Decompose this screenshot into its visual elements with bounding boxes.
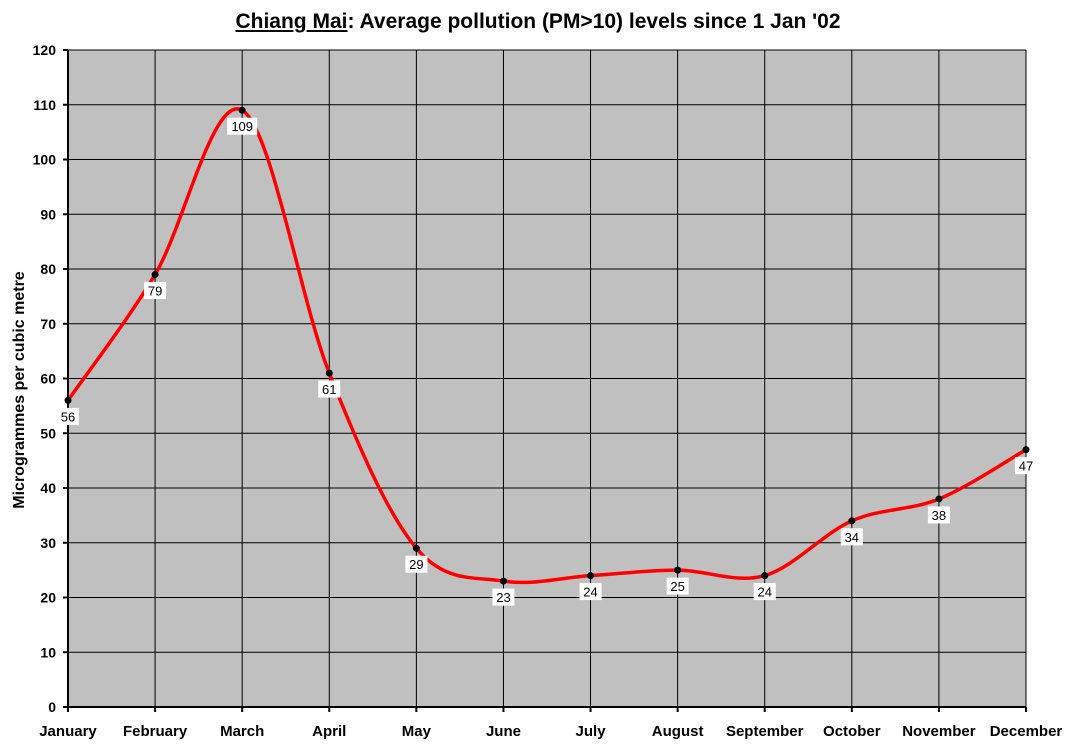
chart-title-place: Chiang Mai bbox=[235, 10, 348, 33]
data-label: 56 bbox=[57, 407, 79, 425]
x-axis-ticks: January February March April May June July Augu… bbox=[39, 707, 1062, 740]
x-tick-label: May bbox=[402, 723, 432, 740]
y-tick-label: 60 bbox=[40, 371, 56, 387]
y-tick-label: 120 bbox=[33, 42, 57, 58]
x-tick-label: January bbox=[39, 723, 97, 740]
data-label: 34 bbox=[840, 528, 863, 546]
data-point bbox=[151, 270, 159, 278]
data-label-text: 109 bbox=[231, 119, 253, 134]
data-label-box bbox=[144, 281, 167, 299]
data-label-text: 34 bbox=[845, 530, 859, 545]
data-label-box bbox=[927, 506, 950, 524]
data-label-text: 24 bbox=[583, 585, 597, 600]
data-label: 23 bbox=[492, 588, 515, 606]
data-label-box bbox=[57, 407, 79, 425]
x-tick-label: October bbox=[823, 723, 881, 740]
data-label-text: 79 bbox=[148, 283, 162, 298]
data-label: 109 bbox=[227, 117, 258, 135]
data-label-box bbox=[405, 555, 428, 573]
data-label: 29 bbox=[405, 555, 428, 573]
data-point bbox=[761, 572, 769, 580]
data-label-box bbox=[840, 528, 863, 546]
x-tick-label: December bbox=[990, 723, 1063, 740]
data-point bbox=[499, 577, 507, 585]
y-tick-label: 10 bbox=[40, 644, 56, 660]
x-tick-label: September bbox=[726, 723, 804, 740]
data-label-box bbox=[227, 117, 258, 135]
data-point bbox=[64, 396, 72, 404]
x-tick-label: April bbox=[312, 723, 346, 740]
y-tick-label: 110 bbox=[33, 97, 56, 113]
chart-title-rest: : Average pollution (PM>10) levels since… bbox=[347, 10, 841, 33]
data-label-text: 24 bbox=[757, 585, 771, 600]
y-tick-label: 50 bbox=[40, 425, 56, 441]
data-label-text: 25 bbox=[670, 579, 684, 594]
data-label-text: 38 bbox=[932, 508, 946, 523]
data-labels: 56 79 109 61 29 23 24 25 24 34 38 47 bbox=[57, 117, 1037, 606]
x-tick-label: June bbox=[486, 723, 521, 740]
data-label: 38 bbox=[927, 506, 950, 524]
data-label-box bbox=[492, 588, 515, 606]
data-label: 79 bbox=[144, 281, 167, 299]
data-label-box bbox=[579, 583, 602, 601]
y-tick-label: 70 bbox=[40, 316, 56, 332]
data-label: 24 bbox=[579, 583, 602, 601]
data-label-box bbox=[666, 577, 689, 595]
data-point bbox=[1022, 446, 1030, 454]
data-label-text: 61 bbox=[322, 382, 336, 397]
data-point bbox=[848, 517, 856, 525]
data-point bbox=[587, 572, 595, 580]
y-tick-label: 100 bbox=[33, 152, 57, 168]
y-tick-label: 20 bbox=[40, 590, 56, 606]
y-tick-label: 80 bbox=[40, 261, 56, 277]
data-label-box bbox=[753, 583, 776, 601]
data-label-box bbox=[318, 380, 341, 398]
y-tick-label: 30 bbox=[40, 535, 56, 551]
data-label: 24 bbox=[753, 583, 776, 601]
data-point bbox=[238, 106, 246, 114]
data-point bbox=[325, 369, 333, 377]
data-label-text: 47 bbox=[1019, 459, 1033, 474]
data-point bbox=[674, 566, 682, 574]
y-tick-label: 40 bbox=[40, 480, 56, 496]
data-point bbox=[412, 544, 420, 552]
data-label-text: 23 bbox=[496, 590, 510, 605]
data-label-text: 29 bbox=[409, 557, 423, 572]
chart-title: Chiang Mai: Average pollution (PM>10) le… bbox=[0, 10, 1076, 34]
x-tick-label: August bbox=[652, 723, 704, 740]
y-tick-label: 90 bbox=[40, 206, 56, 222]
data-label: 25 bbox=[666, 577, 689, 595]
data-label: 47 bbox=[1015, 457, 1037, 475]
x-tick-label: February bbox=[123, 723, 188, 740]
gridlines bbox=[68, 49, 1026, 708]
x-tick-label: November bbox=[902, 723, 976, 740]
data-point bbox=[935, 495, 943, 503]
x-tick-label: March bbox=[220, 723, 264, 740]
data-markers bbox=[64, 106, 1030, 585]
data-label-box bbox=[1015, 457, 1037, 475]
y-tick-label: 0 bbox=[48, 699, 56, 715]
y-axis-ticks: 0 10 20 30 40 50 60 70 80 90 100 110 120 bbox=[33, 42, 68, 715]
data-label: 61 bbox=[318, 380, 341, 398]
x-tick-label: July bbox=[576, 723, 607, 740]
data-label-text: 56 bbox=[61, 409, 75, 424]
